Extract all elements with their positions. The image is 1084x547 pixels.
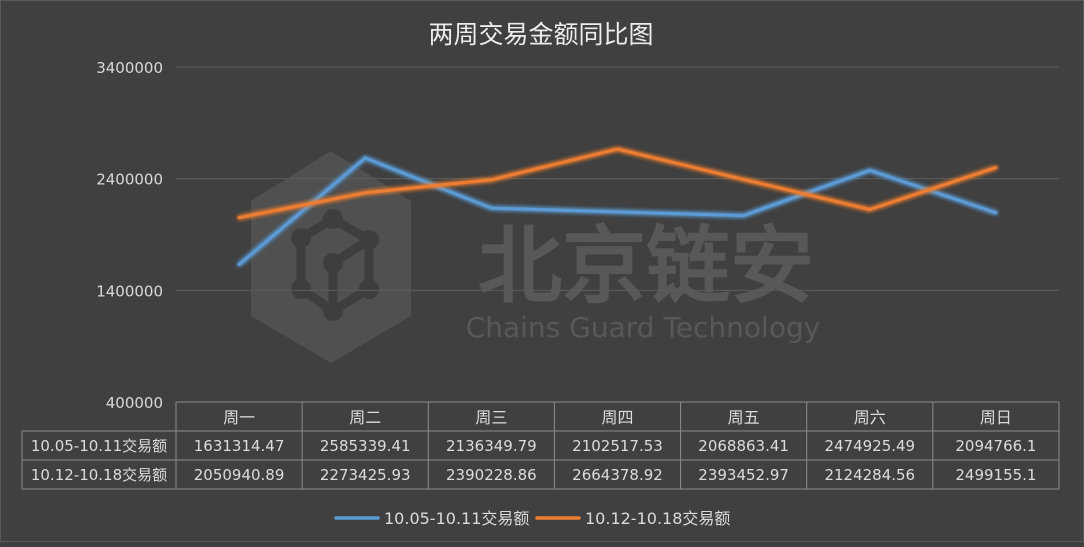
legend-label: 10.12-10.18交易额 bbox=[585, 509, 730, 528]
data-point bbox=[742, 177, 746, 181]
x-category-label: 周二 bbox=[349, 408, 381, 427]
data-point bbox=[994, 166, 998, 170]
gridlines bbox=[176, 66, 1059, 291]
data-point bbox=[363, 156, 367, 160]
data-point bbox=[616, 210, 619, 214]
y-tick-label: 1400000 bbox=[96, 282, 163, 300]
table-value-cell: 2585339.41 bbox=[320, 437, 411, 455]
table-value-cell: 2474925.49 bbox=[824, 437, 915, 455]
table-value-cell: 2393452.97 bbox=[698, 466, 789, 484]
x-category-label: 周六 bbox=[854, 408, 886, 427]
legend-label: 10.05-10.11交易额 bbox=[384, 509, 529, 528]
data-table: 周一 周二 周三 周四 周五 周六 周日 10.05-10.11交易额 1631314.47 25… bbox=[21, 401, 1060, 490]
x-category-label: 周一 bbox=[223, 408, 255, 427]
x-category-label: 周日 bbox=[980, 408, 1012, 427]
table-value-cell: 2664378.92 bbox=[572, 466, 663, 484]
table-value-cell: 2068863.41 bbox=[698, 437, 789, 455]
table-series-name: 10.12-10.18交易额 bbox=[31, 466, 167, 484]
table-value-cell: 2102517.53 bbox=[572, 437, 663, 455]
y-tick-label: 2400000 bbox=[96, 171, 163, 189]
y-tick-label: 400000 bbox=[106, 394, 163, 412]
table-value-cell: 1631314.47 bbox=[194, 437, 285, 455]
data-point bbox=[237, 263, 241, 267]
table-value-cell: 2124284.56 bbox=[824, 466, 915, 484]
table-value-cell: 2390228.86 bbox=[446, 466, 537, 484]
data-point bbox=[868, 207, 872, 211]
table-value-cell: 2136349.79 bbox=[446, 437, 537, 455]
data-point bbox=[237, 216, 241, 220]
watermark-subtitle: Chains Guard Technology bbox=[466, 311, 821, 344]
data-point bbox=[489, 206, 493, 210]
series-lines bbox=[237, 147, 998, 267]
x-category-label: 周五 bbox=[728, 408, 760, 427]
x-category-label: 周三 bbox=[475, 408, 507, 427]
data-point bbox=[363, 191, 367, 195]
table-series-name: 10.05-10.11交易额 bbox=[31, 437, 167, 455]
data-point bbox=[489, 178, 493, 182]
table-value-cell: 2094766.1 bbox=[955, 437, 1036, 455]
x-category-label: 周四 bbox=[601, 408, 633, 427]
y-axis-labels: 3400000 2400000 1400000 400000 bbox=[96, 59, 163, 412]
legend: 10.05-10.11交易额 10.12-10.18交易额 bbox=[334, 509, 730, 528]
chart-title: 两周交易金额同比图 bbox=[428, 20, 653, 49]
watermark-logo bbox=[251, 151, 411, 363]
table-value-cell: 2499155.1 bbox=[955, 466, 1036, 484]
data-point bbox=[994, 211, 998, 215]
table-value-cell: 2273425.93 bbox=[320, 466, 411, 484]
y-tick-label: 3400000 bbox=[96, 59, 163, 77]
table-value-cell: 2050940.89 bbox=[194, 466, 285, 484]
data-point bbox=[742, 214, 746, 218]
watermark-title: 北京链安 bbox=[478, 217, 814, 315]
data-point bbox=[616, 147, 619, 151]
data-point bbox=[868, 168, 872, 172]
